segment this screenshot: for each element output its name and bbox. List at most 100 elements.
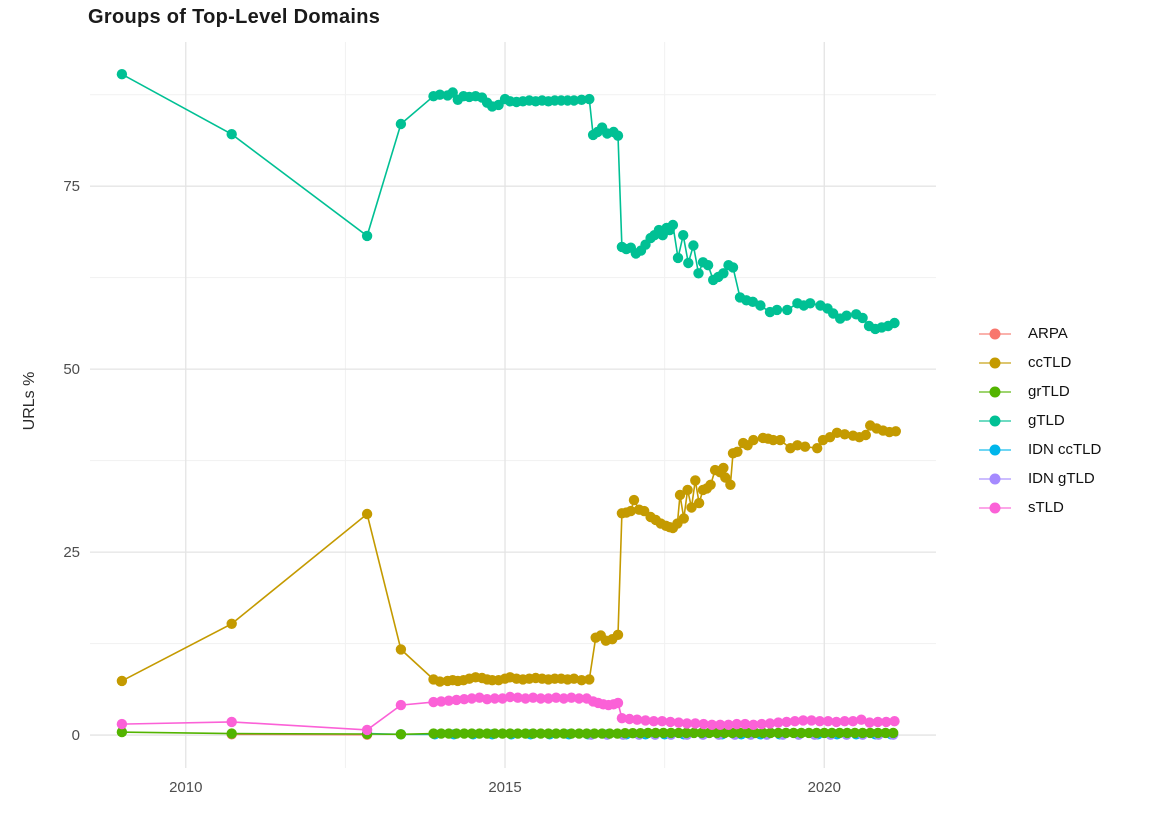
- data-point: [682, 484, 693, 496]
- data-point: [474, 728, 485, 739]
- data-point: [798, 715, 809, 726]
- data-point: [693, 268, 704, 279]
- axis-tick-labels: 2010 2015 2020 0 25 50 75: [63, 178, 841, 796]
- legend-key-icon: [979, 502, 1011, 513]
- legend-item-gtld: gTLD: [978, 406, 1101, 435]
- data-point: [890, 426, 901, 437]
- data-point: [443, 728, 454, 739]
- data-point: [466, 728, 477, 739]
- data-point: [226, 716, 237, 728]
- data-point: [831, 427, 843, 438]
- data-point: [719, 727, 730, 739]
- data-point: [727, 262, 739, 273]
- data-point: [788, 727, 799, 739]
- data-point: [616, 713, 628, 724]
- data-point: [436, 728, 447, 739]
- data-point: [704, 727, 715, 739]
- data-point: [612, 728, 623, 739]
- data-point: [857, 312, 868, 324]
- data-point: [504, 691, 516, 703]
- data-point: [436, 696, 447, 707]
- data-point: [558, 693, 569, 704]
- legend-label: sTLD: [1028, 499, 1064, 516]
- data-point: [673, 717, 684, 728]
- data-point: [792, 440, 803, 451]
- data-point: [632, 714, 643, 725]
- data-point: [667, 219, 679, 231]
- data-point: [773, 717, 784, 728]
- data-point: [658, 727, 669, 739]
- data-point: [678, 230, 689, 241]
- y-tick-label: 0: [72, 727, 80, 744]
- data-point: [688, 240, 699, 251]
- data-point: [635, 728, 646, 739]
- data-point: [856, 714, 867, 725]
- data-point: [612, 697, 624, 709]
- data-point: [489, 693, 500, 704]
- data-point: [706, 719, 718, 730]
- data-point: [535, 693, 546, 704]
- data-point: [889, 716, 900, 727]
- data-point: [226, 728, 237, 739]
- data-point: [781, 716, 792, 728]
- data-point: [226, 129, 237, 140]
- data-point: [648, 716, 659, 727]
- data-point: [451, 728, 462, 739]
- data-point: [640, 715, 651, 726]
- data-point: [584, 93, 595, 105]
- data-point: [814, 716, 825, 727]
- data-point: [688, 727, 700, 739]
- data-point: [849, 727, 861, 739]
- data-point: [466, 693, 477, 704]
- data-point: [443, 695, 454, 706]
- data-point: [674, 489, 686, 501]
- data-point: [512, 728, 523, 739]
- x-tick-label: 2015: [488, 779, 521, 796]
- data-point: [459, 728, 470, 739]
- legend-key-icon: [979, 357, 1011, 368]
- data-point: [543, 693, 554, 704]
- data-point: [576, 675, 587, 686]
- data-point: [690, 718, 701, 729]
- series-cctld: [116, 420, 901, 687]
- data-point: [566, 692, 577, 703]
- data-point: [841, 310, 852, 321]
- data-point: [489, 728, 500, 739]
- data-point: [865, 727, 876, 739]
- data-point: [725, 479, 736, 490]
- series-stld: [116, 691, 900, 736]
- x-tick-label: 2020: [808, 779, 841, 796]
- y-tick-label: 25: [63, 544, 80, 561]
- legend: ARPA ccTLD grTLD gTLD IDN ccTLD IDN gTLD sTLD: [978, 319, 1101, 522]
- data-point: [831, 716, 842, 728]
- legend-key-icon: [979, 386, 1011, 397]
- legend-item-arpa: ARPA: [978, 319, 1101, 348]
- legend-label: IDN ccTLD: [1028, 441, 1102, 458]
- data-point: [686, 502, 697, 513]
- data-point: [693, 497, 705, 509]
- data-point: [624, 713, 635, 725]
- data-point: [447, 87, 458, 98]
- data-point: [116, 726, 128, 738]
- data-point: [681, 718, 693, 729]
- data-point: [558, 728, 569, 739]
- data-point: [627, 728, 638, 739]
- data-point: [755, 300, 766, 311]
- data-point: [683, 257, 694, 269]
- data-point: [880, 727, 891, 739]
- data-point: [656, 716, 668, 727]
- y-tick-label: 50: [63, 361, 80, 378]
- data-point: [812, 443, 823, 454]
- data-point: [860, 429, 871, 441]
- data-point: [847, 716, 859, 727]
- legend-item-grtld: grTLD: [978, 377, 1101, 406]
- data-point: [665, 727, 677, 739]
- data-point: [681, 727, 692, 739]
- data-point: [748, 434, 759, 446]
- data-point: [839, 716, 850, 727]
- data-point: [512, 692, 523, 703]
- data-point: [625, 505, 636, 517]
- data-point: [826, 727, 838, 739]
- data-point: [550, 728, 562, 739]
